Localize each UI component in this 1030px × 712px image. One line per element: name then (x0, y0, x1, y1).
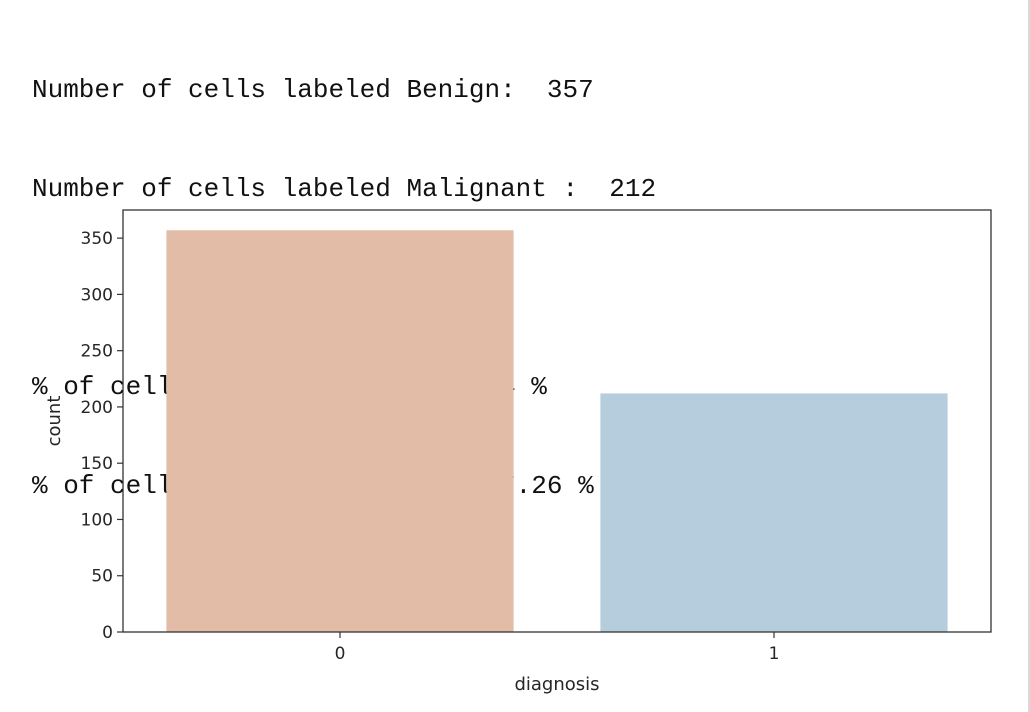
output-line-malignant-count: Number of cells labeled Malignant : 212 (32, 174, 657, 204)
y-tick-label-300: 300 (81, 285, 113, 305)
panel-right-edge (1028, 0, 1030, 712)
bars-layer (166, 230, 948, 633)
y-tick-label-50: 50 (91, 567, 113, 587)
output-line-benign-count: Number of cells labeled Benign: 357 (32, 75, 594, 105)
x-axis-label: diagnosis (514, 674, 599, 695)
y-tick-label-250: 250 (81, 342, 113, 362)
bar-0 (166, 230, 514, 633)
x-tick-label-0: 0 (335, 644, 346, 664)
plot-frame (122, 209, 992, 633)
x-tick-label-1: 1 (769, 644, 780, 664)
y-tick-label-150: 150 (81, 454, 113, 474)
y-tick-label-350: 350 (81, 229, 113, 249)
bar-1 (600, 393, 948, 632)
y-tick-label-100: 100 (81, 510, 113, 530)
y-tick-label-0: 0 (102, 623, 113, 643)
y-axis-label: count (44, 396, 65, 447)
y-tick-label-200: 200 (81, 398, 113, 418)
axes-layer: 0 1 0 50 100 150 200 250 300 350 (81, 209, 992, 664)
